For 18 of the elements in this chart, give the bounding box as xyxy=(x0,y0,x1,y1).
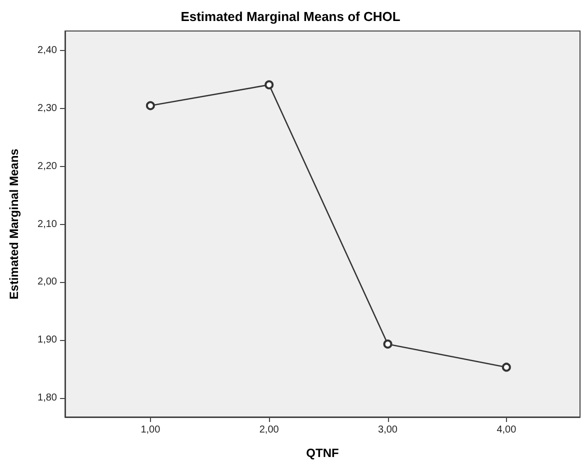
chart-title: Estimated Marginal Means of CHOL xyxy=(180,9,400,24)
y-tick-label: 2,30 xyxy=(38,103,58,114)
x-tick-label: 2,00 xyxy=(259,424,280,436)
x-tick-label: 4,00 xyxy=(496,424,517,436)
y-axis-title: Estimated Marginal Means xyxy=(7,148,21,300)
x-axis-title: QTNF xyxy=(306,446,339,460)
y-tick-label: 2,20 xyxy=(38,160,58,172)
y-tick-label: 2,00 xyxy=(38,276,58,288)
y-tick-label: 1,90 xyxy=(38,334,58,346)
x-tick-label: 1,00 xyxy=(140,424,161,436)
x-tick-label: 3,00 xyxy=(378,424,398,436)
y-tick-label: 2,40 xyxy=(38,45,58,56)
point xyxy=(383,340,392,349)
point xyxy=(502,362,511,372)
y-tick-label: 1,80 xyxy=(38,392,58,404)
point xyxy=(146,101,155,110)
point xyxy=(264,80,274,90)
y-tick-label: 2,10 xyxy=(38,218,58,230)
